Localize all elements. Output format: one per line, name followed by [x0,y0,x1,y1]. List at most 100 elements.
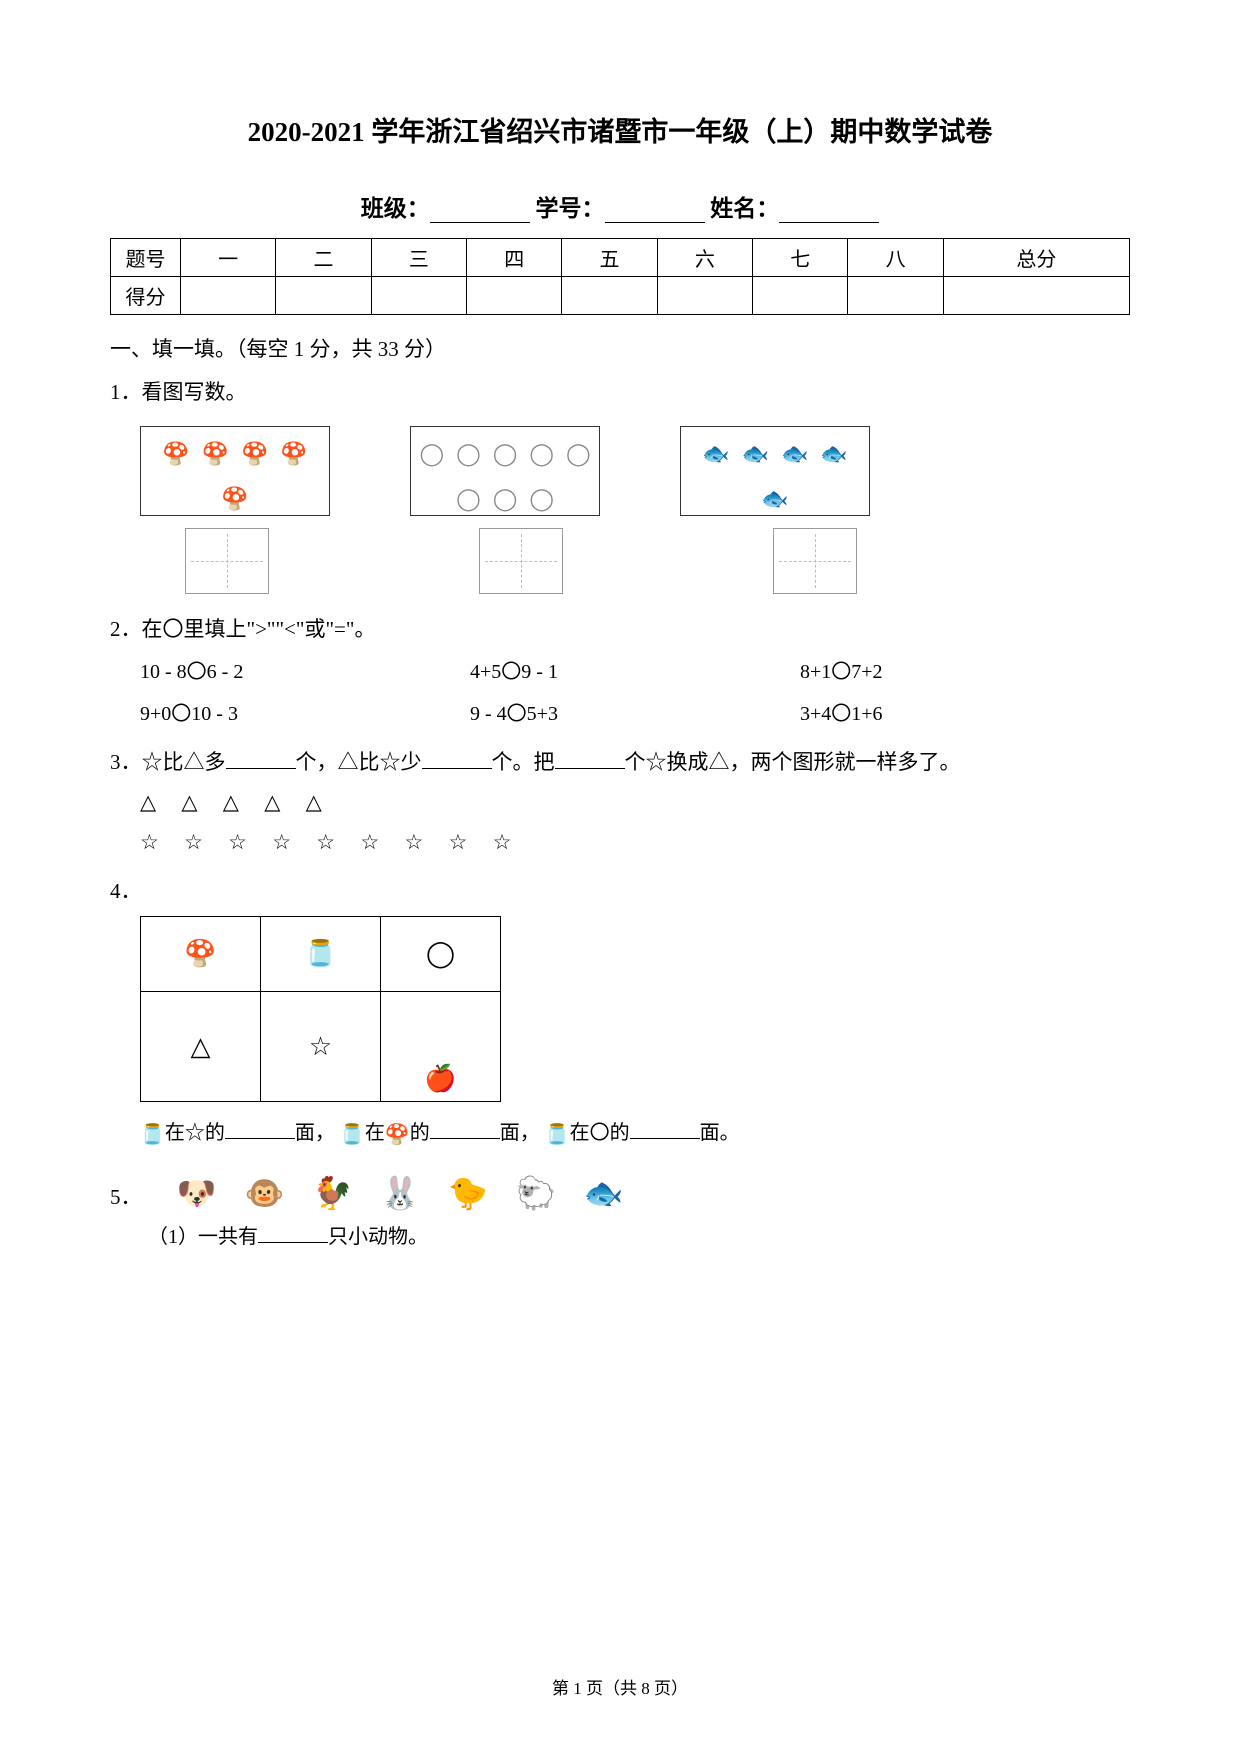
fish-icon: 🐟 [761,480,788,517]
exam-title: 2020-2021 学年浙江省绍兴市诸暨市一年级（上）期中数学试卷 [110,110,1130,149]
col-header: 总分 [943,239,1129,277]
q1-answer-row [185,528,1130,594]
q4-blank-1[interactable] [225,1119,295,1139]
score-cell[interactable] [467,277,562,315]
question-3: 3．☆比△多个，△比☆少个。把个☆换成△，两个图形就一样多了。 △ △ △ △ … [110,745,1130,860]
q2-num: 2． [110,617,142,641]
q5-sub1-text: （1）一共有 [148,1226,258,1248]
q4-blank-2[interactable] [430,1119,500,1139]
compare-item[interactable]: 3+4〇1+6 [800,697,1130,731]
q1-image-row: 🍄 🍄 🍄 🍄 🍄 ◯ ◯ ◯ ◯ ◯ ◯ ◯ ◯ 🐟 🐟 🐟 🐟 🐟 [140,426,1130,516]
q1-box-3: 🐟 🐟 🐟 🐟 🐟 [680,426,870,516]
table-row: 题号 一 二 三 四 五 六 七 八 总分 [111,239,1130,277]
q5-sub1: （1）一共有 只小动物。 [148,1220,1130,1254]
fish-icon: 🐟 [742,435,769,472]
score-cell[interactable] [181,277,276,315]
compare-item[interactable]: 4+5〇9 - 1 [470,655,800,689]
circle-icon: ◯ [456,435,481,472]
grid-cell-jar: 🫙 [261,917,381,992]
name-blank[interactable] [779,201,879,223]
grid-cell-circle: ◯ [381,917,501,992]
q4-p4: 的 [410,1122,430,1144]
q4-p5: 面， [500,1122,540,1144]
q3-blank-2[interactable] [422,749,492,769]
fish-icon: 🐟 [820,435,847,472]
mushroom-icon: 🍄 [280,435,307,472]
score-table: 题号 一 二 三 四 五 六 七 八 总分 得分 [110,238,1130,315]
jar-icon: 🫙 [545,1118,570,1152]
q2-row-1: 10 - 8〇6 - 2 4+5〇9 - 1 8+1〇7+2 [140,655,1130,689]
answer-box-3[interactable] [773,528,857,594]
circle-icon: ◯ [529,435,554,472]
compare-item[interactable]: 9+0〇10 - 3 [140,697,470,731]
grid-cell-star: ☆ [261,992,381,1102]
grid-cell-mushroom: 🍄 [141,917,261,992]
q5-animals: 🐶 🐵 🐓 🐰 🐤 🐑 🐟 [177,1175,634,1211]
q5-sub1-tail: 只小动物。 [328,1226,428,1248]
mushroom-icon: 🍄 [162,435,189,472]
q3-part2: 个，△比☆少 [296,750,422,774]
q3-blank-1[interactable] [226,749,296,769]
q4-p3: 在 [365,1122,385,1144]
q4-p1: 在☆的 [165,1122,225,1144]
question-5: 5． 🐶 🐵 🐓 🐰 🐤 🐑 🐟 （1）一共有 只小动物。 [110,1166,1130,1254]
class-blank[interactable] [430,201,530,223]
q4-p7: 面。 [700,1122,740,1144]
score-cell[interactable] [753,277,848,315]
id-label: 学号： [536,196,605,221]
fish-icon: 🐟 [702,435,729,472]
compare-item[interactable]: 9 - 4〇5+3 [470,697,800,731]
question-1: 1．看图写数。 🍄 🍄 🍄 🍄 🍄 ◯ ◯ ◯ ◯ ◯ ◯ ◯ ◯ 🐟 🐟 🐟 … [110,375,1130,594]
id-blank[interactable] [605,201,705,223]
col-header: 八 [848,239,943,277]
score-cell[interactable] [371,277,466,315]
name-label: 姓名： [710,196,779,221]
q5-blank-1[interactable] [258,1223,328,1243]
q4-grid: 🍄 🫙 ◯ △ ☆ 🍎 [140,916,501,1102]
grid-cell-triangle: △ [141,992,261,1102]
q3-stars: ☆ ☆ ☆ ☆ ☆ ☆ ☆ ☆ ☆ [140,825,1130,861]
student-info-line: 班级： 学号： 姓名： [110,189,1130,223]
mushroom-icon: 🍄 [385,1118,410,1152]
grid-cell-apple: 🍎 [381,992,501,1102]
score-cell[interactable] [848,277,943,315]
compare-item[interactable]: 8+1〇7+2 [800,655,1130,689]
row-label: 题号 [111,239,181,277]
circle-icon: ◯ [493,480,518,517]
page-footer: 第 1 页（共 8 页） [0,1674,1240,1699]
q1-num: 1． [110,380,142,404]
q4-p2: 面， [295,1122,335,1144]
q3-part1: ☆比△多 [142,750,226,774]
question-2: 2．在〇里填上">""<"或"="。 10 - 8〇6 - 2 4+5〇9 - … [110,612,1130,732]
jar-icon: 🫙 [340,1118,365,1152]
q3-num: 3． [110,750,142,774]
circle-icon: ◯ [566,435,591,472]
circle-icon: ◯ [456,480,481,517]
score-cell[interactable] [657,277,752,315]
compare-item[interactable]: 10 - 8〇6 - 2 [140,655,470,689]
score-cell[interactable] [943,277,1129,315]
q1-box-2: ◯ ◯ ◯ ◯ ◯ ◯ ◯ ◯ [410,426,600,516]
q4-p6: 在〇的 [570,1122,630,1144]
row-label: 得分 [111,277,181,315]
q1-box-1: 🍄 🍄 🍄 🍄 🍄 [140,426,330,516]
q4-text-line: 🫙在☆的面， 🫙在🍄的面， 🫙在〇的面。 [140,1116,1130,1151]
answer-box-2[interactable] [479,528,563,594]
score-cell[interactable] [562,277,657,315]
q4-blank-3[interactable] [630,1119,700,1139]
mushroom-icon: 🍄 [202,435,229,472]
col-header: 四 [467,239,562,277]
q3-part3: 个。把 [492,750,555,774]
q3-blank-3[interactable] [555,749,625,769]
q3-part4: 个☆换成△，两个图形就一样多了。 [625,750,961,774]
table-row: 得分 [111,277,1130,315]
fish-icon: 🐟 [781,435,808,472]
mushroom-icon: 🍄 [241,435,268,472]
col-header: 一 [181,239,276,277]
col-header: 五 [562,239,657,277]
col-header: 二 [276,239,371,277]
answer-box-1[interactable] [185,528,269,594]
score-cell[interactable] [276,277,371,315]
col-header: 七 [753,239,848,277]
q5-num: 5． [110,1185,142,1209]
